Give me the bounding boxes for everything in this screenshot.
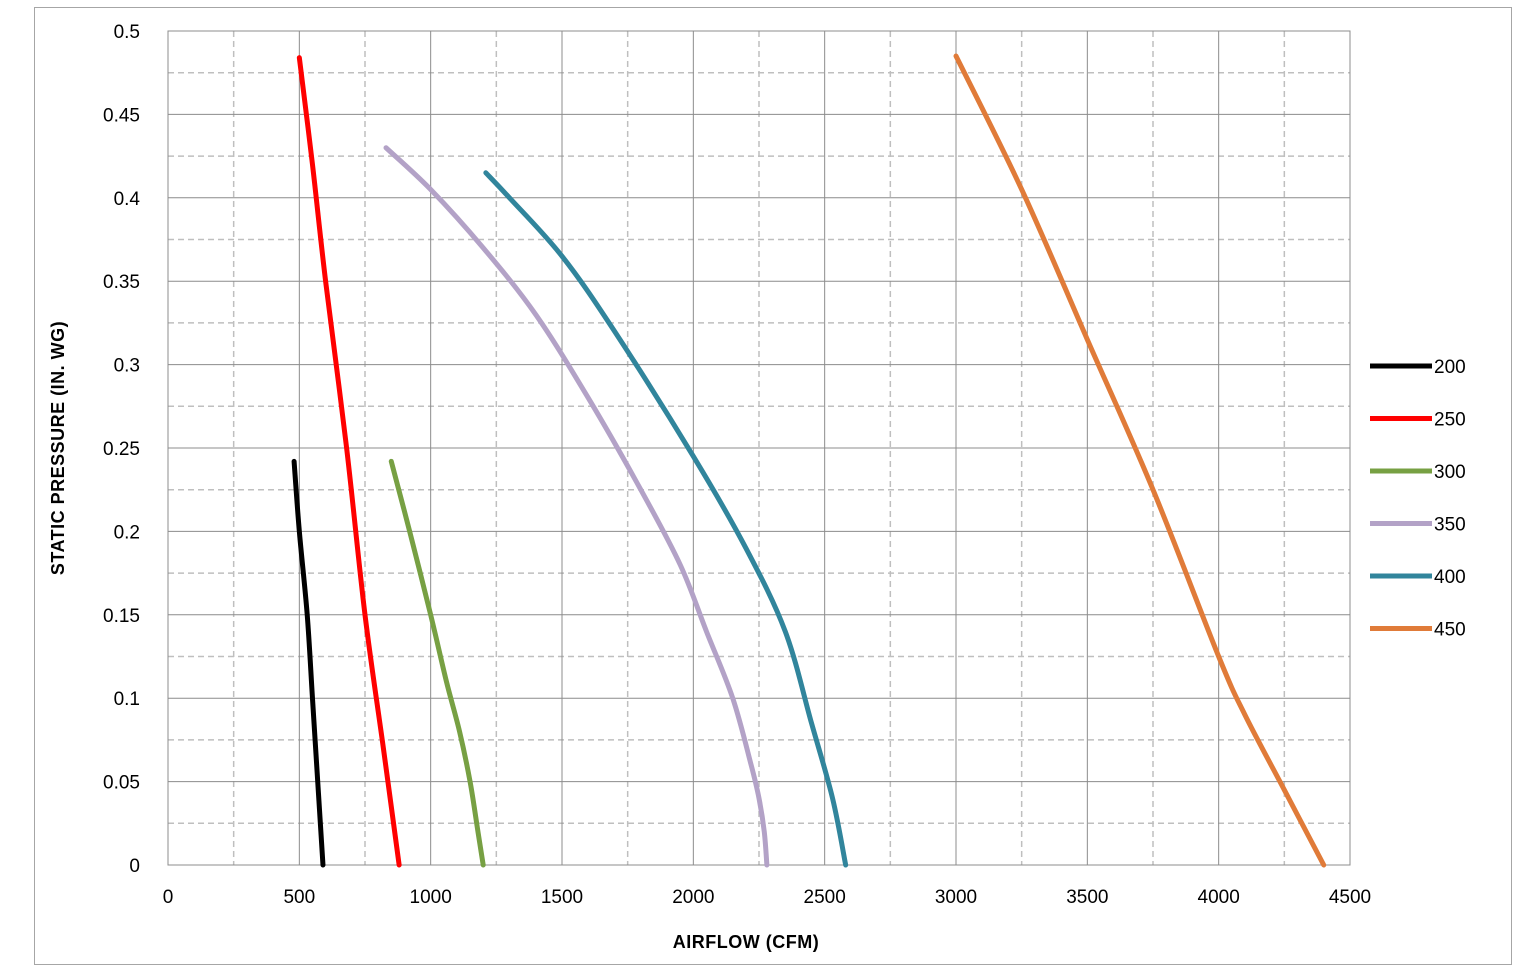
series-line-450 [956, 56, 1324, 865]
x-tick-label: 4000 [1198, 887, 1240, 908]
y-tick-label: 0.35 [103, 272, 140, 293]
x-tick-labels: 0 500 1000 1500 2000 2500 3000 3500 4000 4500 [163, 887, 1371, 908]
series-line-200 [294, 461, 323, 865]
y-tick-label: 0.15 [103, 606, 140, 627]
y-tick-label: 0.4 [114, 189, 141, 210]
legend: 200 250 300 350 400 450 [1370, 357, 1466, 641]
legend-label-350: 350 [1434, 515, 1466, 536]
y-axis-title: STATIC PRESSURE (IN. WG) [48, 321, 68, 575]
chart-svg: 0 500 1000 1500 2000 2500 3000 3500 4000 4500 0 0.… [35, 8, 1513, 966]
y-tick-label: 0.5 [114, 22, 140, 43]
y-tick-label: 0.25 [103, 439, 140, 460]
y-tick-label: 0.05 [103, 773, 140, 794]
x-tick-label: 4500 [1329, 887, 1371, 908]
legend-label-200: 200 [1434, 357, 1466, 378]
x-tick-label: 2500 [804, 887, 846, 908]
y-tick-label: 0.2 [114, 522, 140, 543]
x-tick-label: 1500 [541, 887, 583, 908]
legend-label-250: 250 [1434, 410, 1466, 431]
y-tick-label: 0.45 [103, 105, 140, 126]
series-line-300 [391, 461, 483, 865]
y-tick-label: 0.1 [114, 689, 140, 710]
legend-label-450: 450 [1434, 620, 1466, 641]
x-tick-label: 3000 [935, 887, 977, 908]
y-tick-labels: 0 0.05 0.1 0.15 0.2 0.25 0.3 0.35 0.4 0.45 0.5 [103, 22, 140, 877]
x-tick-label: 3500 [1066, 887, 1108, 908]
x-axis-title: AIRFLOW (CFM) [673, 932, 819, 952]
y-tick-label: 0.3 [114, 356, 140, 377]
legend-label-300: 300 [1434, 462, 1466, 483]
x-tick-label: 1000 [410, 887, 452, 908]
x-tick-label: 500 [283, 887, 315, 908]
chart-frame: 0 500 1000 1500 2000 2500 3000 3500 4000 4500 0 0.… [34, 7, 1512, 965]
series-layer [294, 56, 1324, 865]
x-tick-label: 2000 [672, 887, 714, 908]
series-line-400 [486, 173, 846, 865]
legend-label-400: 400 [1434, 567, 1466, 588]
x-tick-label: 0 [163, 887, 174, 908]
series-line-350 [386, 148, 767, 865]
y-tick-label: 0 [129, 856, 140, 877]
